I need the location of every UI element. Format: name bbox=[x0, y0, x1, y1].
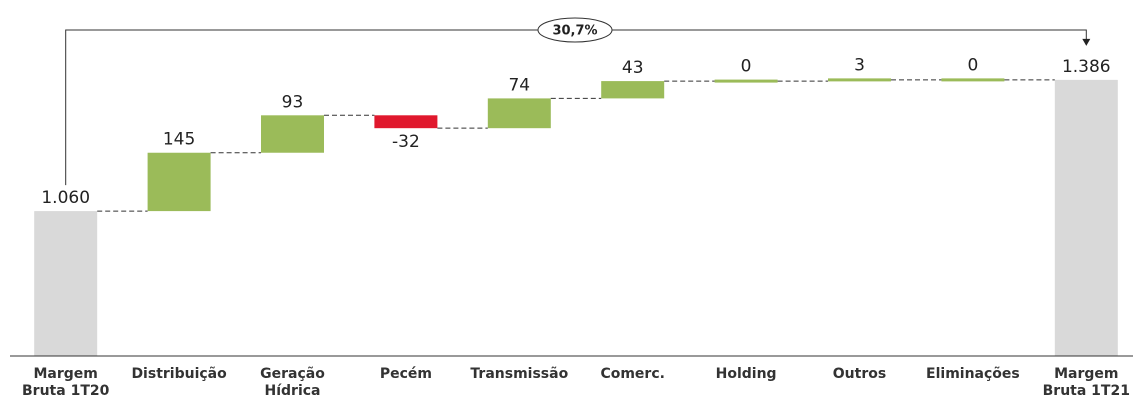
bar bbox=[147, 152, 211, 212]
value-label: -32 bbox=[392, 132, 420, 152]
bar bbox=[714, 79, 778, 83]
bar bbox=[1054, 79, 1118, 356]
bar bbox=[828, 78, 891, 82]
annotation-oval bbox=[537, 17, 613, 43]
bracket bbox=[65, 29, 1087, 186]
value-label: 93 bbox=[282, 92, 304, 112]
value-label: 0 bbox=[741, 57, 752, 77]
bar bbox=[34, 211, 98, 356]
value-label: 43 bbox=[622, 58, 644, 78]
category-label: Holding bbox=[715, 366, 777, 382]
value-label: 1.060 bbox=[41, 188, 90, 208]
bar bbox=[487, 98, 551, 129]
category-label: Comerc. bbox=[600, 366, 665, 382]
category-label: Outros bbox=[832, 366, 887, 382]
category-label: Transmissão bbox=[470, 366, 569, 382]
value-label: 0 bbox=[967, 55, 978, 75]
arrow-head bbox=[1082, 38, 1091, 46]
bar bbox=[374, 115, 438, 129]
annotation: 30,7% bbox=[552, 24, 597, 39]
value-label: 145 bbox=[163, 130, 195, 150]
category-label: Eliminações bbox=[926, 366, 1020, 382]
category-label: Pecém bbox=[379, 366, 432, 382]
bar bbox=[941, 78, 1005, 82]
category-label: Margem Bruta 1T21 bbox=[1042, 366, 1130, 399]
category-label: Margem Bruta 1T20 bbox=[22, 366, 110, 399]
category-label: Distribuição bbox=[131, 366, 227, 382]
bar bbox=[261, 115, 324, 153]
bar bbox=[601, 81, 665, 99]
value-label: 74 bbox=[508, 75, 530, 95]
category-label: Geração Hídrica bbox=[260, 366, 325, 399]
value-label: 3 bbox=[854, 55, 865, 75]
value-label: 1.386 bbox=[1062, 57, 1111, 77]
